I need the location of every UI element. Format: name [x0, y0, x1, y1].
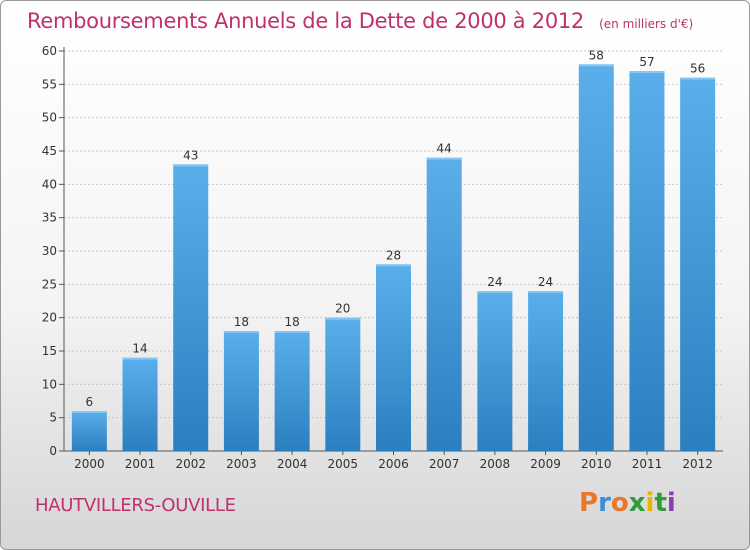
x-tick-label: 2008 [480, 457, 511, 471]
y-tick-label: 0 [49, 444, 57, 458]
data-label: 24 [538, 275, 553, 289]
bar [629, 71, 665, 451]
bar [274, 331, 310, 451]
data-label: 20 [335, 302, 350, 316]
logo-letter: i [666, 488, 676, 518]
bar [173, 164, 209, 452]
bar [376, 264, 411, 451]
logo-letter: x [628, 488, 646, 518]
bar-highlight [477, 291, 513, 293]
data-label: 58 [589, 48, 604, 62]
commune-name: HAUTVILLERS-OUVILLE [35, 495, 236, 516]
title-text: Remboursements Annuels de la Dette de 20… [27, 9, 584, 33]
x-tick-label: 2009 [530, 457, 561, 471]
y-tick-label: 35 [42, 211, 57, 225]
bar-highlight [173, 164, 209, 167]
bar-highlight [274, 331, 310, 333]
x-tick-label: 2003 [226, 457, 257, 471]
y-tick-label: 60 [42, 44, 57, 58]
data-label: 57 [639, 55, 654, 69]
x-tick-label: 2000 [74, 457, 105, 471]
y-tick-label: 40 [42, 177, 57, 191]
logo-letter: P [579, 488, 599, 518]
x-tick-label: 2002 [175, 457, 206, 471]
unit-note: (en milliers d'€) [599, 17, 694, 31]
y-tick-label: 25 [42, 277, 57, 291]
data-label: 44 [437, 142, 452, 156]
x-tick-label: 2005 [328, 457, 359, 471]
x-tick-label: 2001 [125, 457, 156, 471]
x-tick-label: 2004 [277, 457, 308, 471]
x-tick-label: 2011 [632, 457, 663, 471]
bar-highlight [122, 357, 158, 360]
x-tick-label: 2010 [581, 457, 612, 471]
x-tick-label: 2007 [429, 457, 460, 471]
bar [223, 331, 259, 451]
bar-highlight [426, 157, 462, 160]
y-tick-label: 45 [42, 144, 57, 158]
bar-highlight [578, 64, 614, 67]
y-tick-label: 20 [42, 311, 57, 325]
data-label: 43 [183, 148, 198, 162]
logo-letter: r [598, 488, 611, 518]
x-tick-label: 2006 [378, 457, 409, 471]
logo-letter: i [645, 488, 655, 518]
logo-letter: t [654, 488, 667, 518]
logo-letter: o [610, 488, 629, 518]
data-label: 18 [284, 315, 299, 329]
bar-highlight [223, 331, 259, 333]
bar [680, 77, 716, 452]
y-tick-label: 5 [49, 411, 57, 425]
bar [71, 411, 107, 451]
y-tick-label: 30 [42, 244, 57, 258]
y-tick-label: 10 [42, 377, 57, 391]
bar [325, 317, 361, 451]
bar-highlight [528, 291, 564, 293]
bar-highlight [71, 411, 107, 413]
data-label: 14 [132, 342, 147, 356]
proxiti-logo: Proxiti [579, 488, 676, 518]
bar-highlight [376, 264, 411, 267]
bar-highlight [629, 71, 665, 73]
data-label: 6 [86, 395, 94, 409]
bar [122, 357, 158, 451]
bar [426, 157, 462, 451]
bar-highlight [325, 317, 361, 320]
chart-title: Remboursements Annuels de la Dette de 20… [27, 9, 693, 33]
bar [477, 291, 513, 451]
y-tick-label: 15 [42, 344, 57, 358]
bar-highlight [680, 77, 716, 80]
y-tick-label: 50 [42, 111, 57, 125]
data-label: 24 [487, 275, 502, 289]
bar [578, 64, 614, 452]
bar [528, 291, 564, 451]
data-label: 18 [234, 315, 249, 329]
data-label: 28 [386, 248, 401, 262]
y-tick-label: 55 [42, 77, 57, 91]
data-label: 56 [690, 62, 705, 76]
x-tick-label: 2012 [682, 457, 713, 471]
